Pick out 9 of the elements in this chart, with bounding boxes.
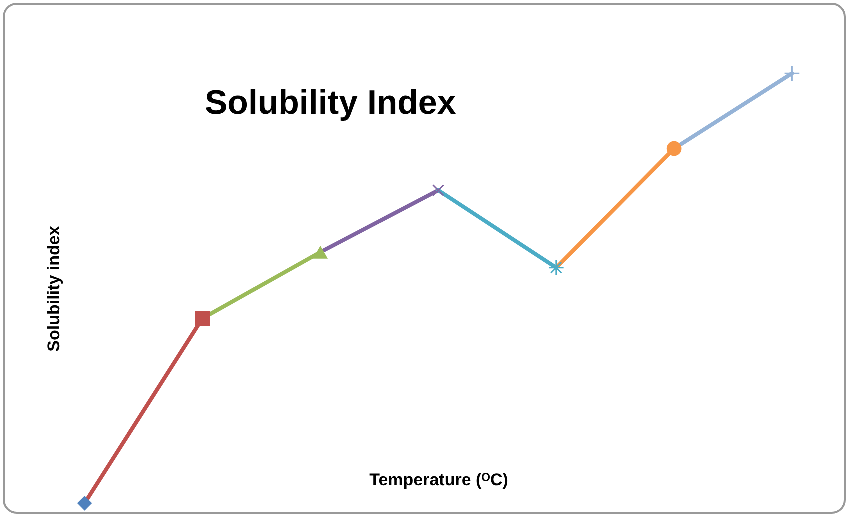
point xyxy=(195,311,210,326)
point xyxy=(432,184,444,196)
x-axis-title: Temperature (ᴼC) xyxy=(370,470,508,490)
point xyxy=(784,66,800,82)
point xyxy=(77,496,92,511)
point xyxy=(548,260,564,276)
y-axis-title: Solubility index xyxy=(44,226,64,352)
chart-title: Solubility Index xyxy=(205,84,456,122)
point xyxy=(666,141,682,156)
